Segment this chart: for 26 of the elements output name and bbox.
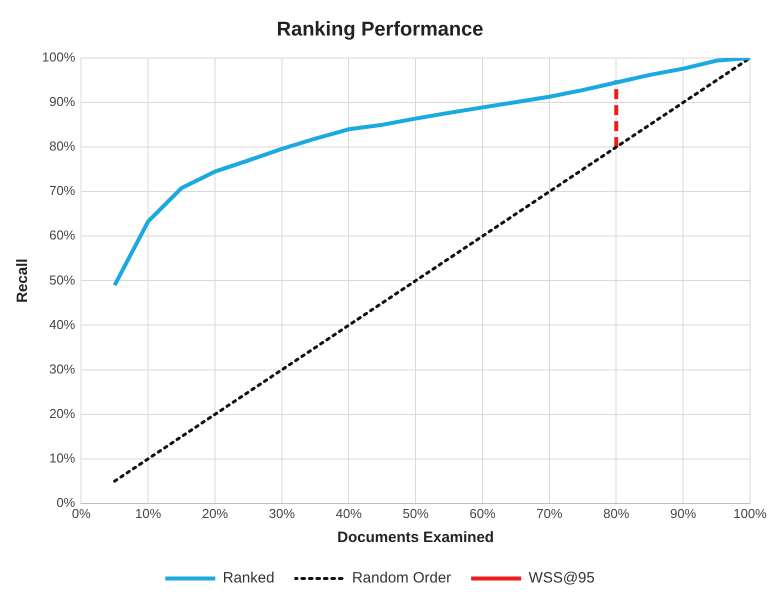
y-tick-label: 80% (49, 138, 76, 154)
chart-title: Ranking Performance (276, 18, 484, 41)
x-tick-label: 10% (135, 506, 162, 521)
x-tick-label: 90% (670, 506, 697, 521)
x-tick-label: 30% (268, 506, 296, 521)
y-tick-label: 70% (49, 183, 76, 198)
x-tick-label: 80% (603, 506, 630, 521)
x-axis-title: Documents Examined (337, 529, 494, 546)
x-tick-label: 20% (202, 506, 228, 521)
y-tick-label: 100% (42, 50, 76, 65)
x-tick-label: 40% (336, 506, 362, 521)
y-tick-label: 30% (49, 361, 76, 376)
legend-label: Ranked (222, 570, 274, 587)
legend-label: Random Order (352, 570, 452, 587)
x-tick-label: 60% (469, 506, 496, 521)
y-tick-label: 20% (49, 406, 76, 421)
y-axis-title: Recall (14, 258, 32, 303)
legend-label: WSS@95 (528, 570, 595, 587)
y-tick-label: 50% (49, 272, 76, 288)
y-tick-label: 10% (49, 450, 76, 466)
y-tick-label: 60% (49, 228, 76, 243)
y-tick-label: 40% (49, 316, 76, 332)
x-tick-label: 50% (402, 506, 430, 521)
y-tick-label: 90% (49, 94, 76, 110)
x-tick-label: 70% (536, 506, 563, 521)
x-tick-label: 100% (733, 506, 768, 521)
